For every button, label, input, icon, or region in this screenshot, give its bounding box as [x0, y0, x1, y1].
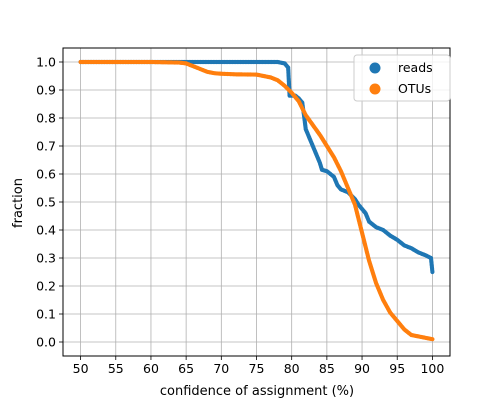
x-tick-label: 85 [319, 361, 335, 376]
y-tick-label: 1.0 [36, 55, 56, 70]
x-tick-label: 75 [249, 361, 265, 376]
y-tick-label: 0.5 [36, 195, 56, 210]
x-tick-label: 65 [178, 361, 194, 376]
legend-label-otus: OTUs [398, 81, 431, 96]
legend: reads OTUs [354, 55, 450, 101]
y-tick-label: 0.8 [36, 111, 56, 126]
x-tick-label: 80 [284, 361, 300, 376]
y-tick-label: 0.9 [36, 83, 56, 98]
x-tick-label: 50 [73, 361, 89, 376]
x-tick-label: 100 [420, 361, 444, 376]
y-tick-label: 0.3 [36, 251, 56, 266]
ticks: 50 55 60 65 70 75 80 85 90 95 100 0.0 0.1 0.2 0.3 0.4 0.… [36, 55, 444, 377]
y-axis-label: fraction [11, 178, 26, 228]
legend-label-reads: reads [398, 60, 433, 75]
x-tick-label: 70 [213, 361, 229, 376]
y-tick-label: 0.2 [36, 279, 56, 294]
x-tick-label: 60 [143, 361, 159, 376]
x-axis-label: confidence of assignment (%) [160, 384, 354, 399]
legend-marker-reads [370, 63, 381, 74]
point-otus [430, 337, 434, 341]
y-tick-label: 0.0 [36, 335, 56, 350]
x-tick-label: 90 [354, 361, 370, 376]
y-tick-label: 0.7 [36, 139, 56, 154]
y-tick-label: 0.4 [36, 223, 56, 238]
x-tick-label: 95 [389, 361, 405, 376]
x-tick-label: 55 [108, 361, 124, 376]
y-tick-label: 0.1 [36, 307, 56, 322]
y-tick-label: 0.6 [36, 167, 56, 182]
legend-marker-otus [370, 84, 381, 95]
point-reads [430, 270, 434, 274]
